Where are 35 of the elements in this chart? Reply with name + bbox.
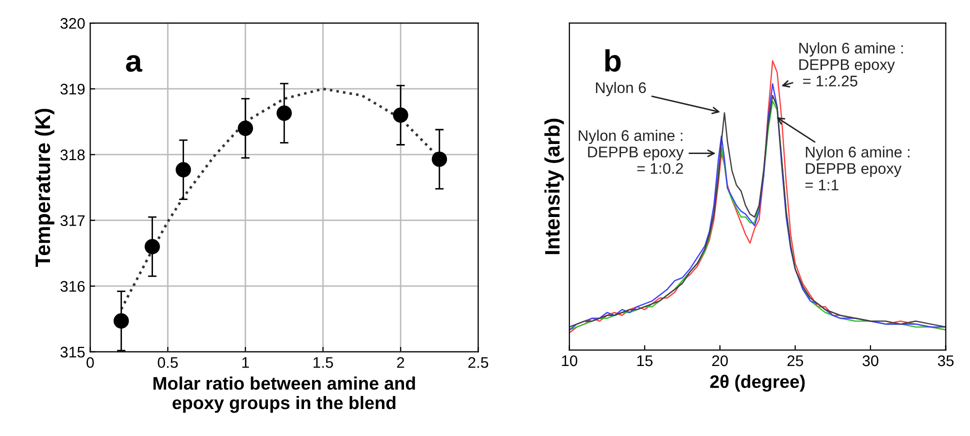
x-axis-title: Molar ratio between amine and epoxy groups in the blend — [153, 376, 415, 413]
y-tick-label: 319 — [60, 84, 85, 95]
x-tick-label: 15 — [637, 356, 653, 366]
x-tick-label: 1 — [242, 357, 249, 368]
y-tick-label: 320 — [60, 18, 85, 29]
y-tick-label: 316 — [60, 280, 85, 292]
annotation: Nylon 6 amine : DEPPB epoxy = 1:1 — [805, 146, 910, 190]
y-tick-label: 317 — [60, 215, 85, 226]
x-tick-label: 25 — [787, 355, 804, 366]
annotation: Nylon 6 amine : DEPPB epoxy = 1:2.25 — [799, 42, 903, 86]
x-tick-label: 0.5 — [158, 357, 178, 368]
point — [176, 162, 191, 178]
point — [114, 313, 129, 329]
point — [276, 106, 292, 121]
x-tick-label: 10 — [562, 355, 578, 366]
x-tick-label: 2 — [397, 357, 404, 368]
x-axis-title: 2θ (degree) — [710, 374, 805, 392]
y-tick-label: 315 — [60, 346, 85, 358]
annotation: Nylon 6 amine : DEPPB epoxy = 1:0.2 — [578, 130, 684, 174]
annotation: b — [605, 49, 621, 72]
y-axis-title: Intensity (arb) — [544, 118, 564, 254]
x-tick-label: 2.5 — [468, 357, 488, 368]
point — [144, 239, 160, 254]
x-tick-label: 35 — [938, 355, 954, 366]
x-tick-label: 1.5 — [314, 357, 333, 368]
annotation: a — [126, 55, 142, 72]
point — [392, 108, 408, 123]
point — [432, 152, 448, 167]
x-tick-label: 30 — [862, 355, 878, 366]
x-tick-label: 0 — [86, 357, 94, 368]
point — [238, 120, 254, 136]
x-tick-label: 20 — [712, 355, 728, 366]
y-axis-title: Temperature (K) — [34, 108, 54, 267]
y-tick-label: 318 — [60, 149, 85, 160]
annotation: Nylon 6 — [596, 82, 646, 96]
